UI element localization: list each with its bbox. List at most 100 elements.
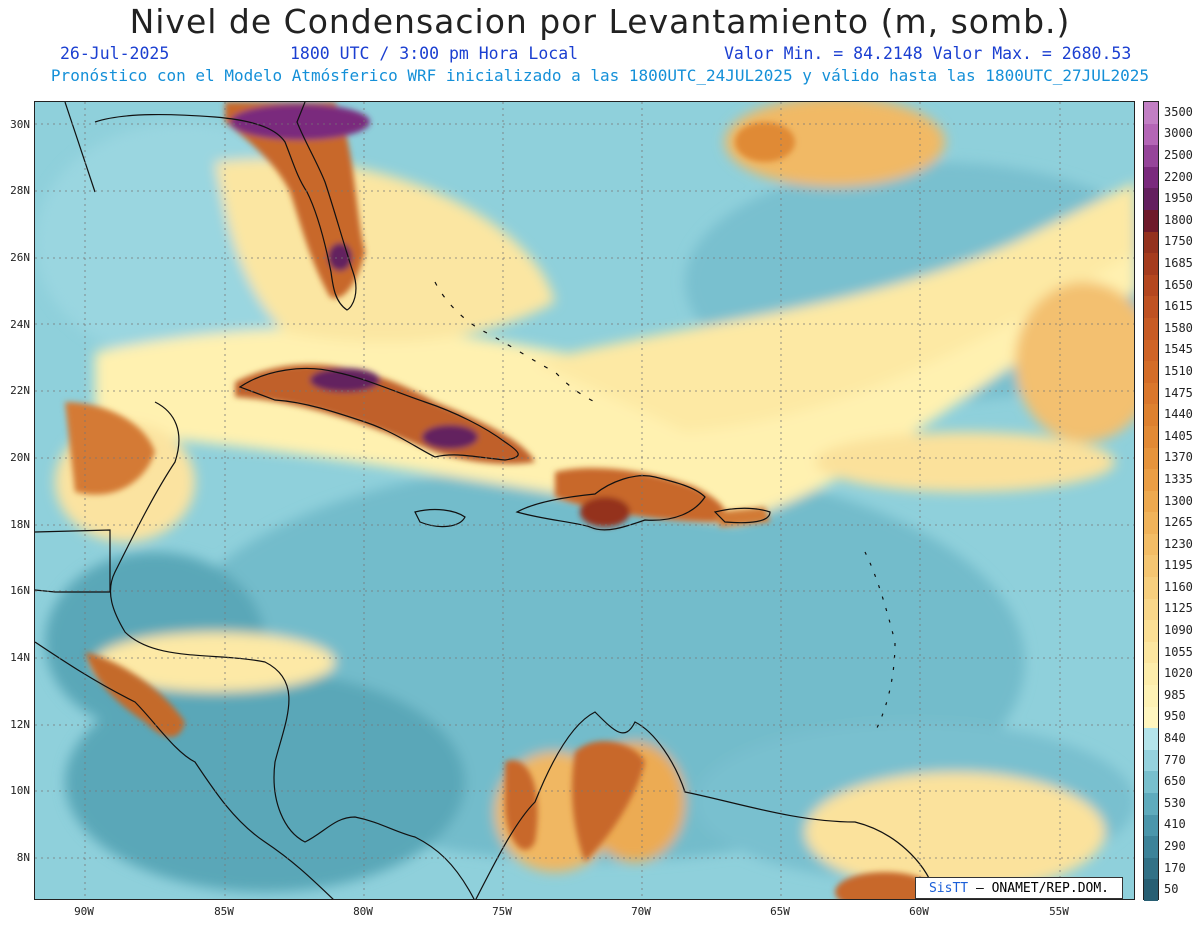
lat-label-30n: 30N [10, 118, 30, 131]
legend-swatch [1144, 533, 1158, 556]
legend-level-label: 1510 [1164, 363, 1193, 378]
lat-label-22n: 22N [10, 384, 30, 397]
credit-box: SisTT – ONAMET/REP.DOM. [915, 877, 1123, 899]
legend-level-label: 1300 [1164, 493, 1193, 508]
legend-swatch [1144, 663, 1158, 686]
legend-swatch [1144, 641, 1158, 664]
legend-level-label: 1545 [1164, 342, 1193, 357]
legend-swatch [1144, 296, 1158, 319]
lon-label-55w: 55W [1049, 905, 1069, 918]
legend-level-label: 50 [1164, 882, 1179, 897]
legend-level-label: 1650 [1164, 277, 1193, 292]
credit-brand: SisTT [928, 881, 969, 896]
legend-level-label: 1160 [1164, 579, 1193, 594]
lat-label-8n: 8N [16, 851, 30, 864]
legend-level-label: 1230 [1164, 536, 1193, 551]
legend-level-label: 1370 [1164, 450, 1193, 465]
legend-swatch [1144, 879, 1158, 902]
legend-swatch [1144, 490, 1158, 513]
central-america-coast [109, 401, 475, 899]
lon-label-85w: 85W [214, 905, 234, 918]
legend-swatch [1144, 836, 1158, 859]
lon-label-70w: 70W [631, 905, 651, 918]
lat-label-14n: 14N [10, 651, 30, 664]
legend-level-label: 1440 [1164, 407, 1193, 422]
legend-level-label: 1265 [1164, 515, 1193, 530]
lat-label-16n: 16N [10, 584, 30, 597]
legend-swatch [1144, 577, 1158, 600]
legend-level-label: 1580 [1164, 320, 1193, 335]
lon-label-65w: 65W [770, 905, 790, 918]
graticule [35, 102, 1134, 899]
lon-label-75w: 75W [492, 905, 512, 918]
forecast-date: 26-Jul-2025 [60, 44, 170, 63]
legend-level-label: 170 [1164, 860, 1186, 875]
legend-swatch [1144, 102, 1158, 125]
lat-label-12n: 12N [10, 718, 30, 731]
gulf-coast [64, 102, 96, 193]
legend-level-label: 1090 [1164, 623, 1193, 638]
lat-label-26n: 26N [10, 251, 30, 264]
legend-swatch [1144, 166, 1158, 189]
legend-level-label: 1405 [1164, 428, 1193, 443]
south-america-coast [475, 711, 936, 899]
lat-label-24n: 24N [10, 318, 30, 331]
puerto-rico-coast [713, 507, 771, 524]
legend-swatch [1144, 382, 1158, 405]
florida-coast [94, 102, 357, 311]
hispaniola-coast [515, 475, 706, 531]
legend-level-label: 650 [1164, 774, 1186, 789]
legend-level-label: 1125 [1164, 601, 1193, 616]
legend-swatch [1144, 749, 1158, 772]
legend-swatch [1144, 555, 1158, 578]
legend-level-label: 1020 [1164, 666, 1193, 681]
legend-level-label: 1800 [1164, 212, 1193, 227]
legend-level-label: 1950 [1164, 191, 1193, 206]
legend-swatch [1144, 425, 1158, 448]
legend-level-label: 1055 [1164, 644, 1193, 659]
lon-label-80w: 80W [353, 905, 373, 918]
lat-label-10n: 10N [10, 784, 30, 797]
legend-level-label: 1685 [1164, 255, 1193, 270]
lat-label-18n: 18N [10, 518, 30, 531]
lat-label-20n: 20N [10, 451, 30, 464]
legend-swatch [1144, 231, 1158, 254]
legend-swatch [1144, 317, 1158, 341]
legend-level-label: 1475 [1164, 385, 1193, 400]
lat-label-28n: 28N [10, 184, 30, 197]
map-panel [34, 101, 1135, 900]
legend-swatch [1144, 361, 1158, 384]
legend-level-label: 840 [1164, 731, 1186, 746]
cuba-coast [238, 367, 519, 461]
legend-swatch [1144, 512, 1158, 535]
legend-level-label: 1195 [1164, 558, 1193, 573]
legend-swatch [1144, 404, 1158, 427]
legend-swatch [1144, 857, 1158, 880]
legend-swatch [1144, 253, 1158, 276]
legend-level-label: 530 [1164, 795, 1186, 810]
legend-level-label: 770 [1164, 752, 1186, 767]
legend-level-label: 3500 [1164, 104, 1193, 119]
legend-level-label: 3000 [1164, 126, 1193, 141]
legend-level-label: 1615 [1164, 299, 1193, 314]
legend-level-label: 410 [1164, 817, 1186, 832]
legend-swatch [1144, 793, 1158, 816]
legend-swatch [1144, 145, 1158, 168]
legend-level-label: 985 [1164, 687, 1186, 702]
legend-swatch [1144, 447, 1158, 470]
legend-level-label: 2500 [1164, 147, 1193, 162]
legend-swatch [1144, 123, 1158, 146]
legend-swatch [1144, 685, 1158, 708]
map-title: Nivel de Condensacion por Levantamiento … [129, 2, 1071, 41]
legend-swatch [1144, 339, 1158, 362]
legend-level-label: 290 [1164, 839, 1186, 853]
legend-swatch [1144, 598, 1158, 621]
legend-level-label: 2200 [1164, 169, 1193, 184]
min-max-values: Valor Min. = 84.2148 Valor Max. = 2680.5… [724, 44, 1132, 63]
legend-swatch [1144, 814, 1158, 837]
legend-swatch [1144, 188, 1158, 211]
high-lcl-cores [65, 102, 935, 899]
lcl-field-map [35, 102, 1134, 899]
credit-org: – ONAMET/REP.DOM. [975, 881, 1110, 896]
legend-swatch [1144, 771, 1158, 794]
